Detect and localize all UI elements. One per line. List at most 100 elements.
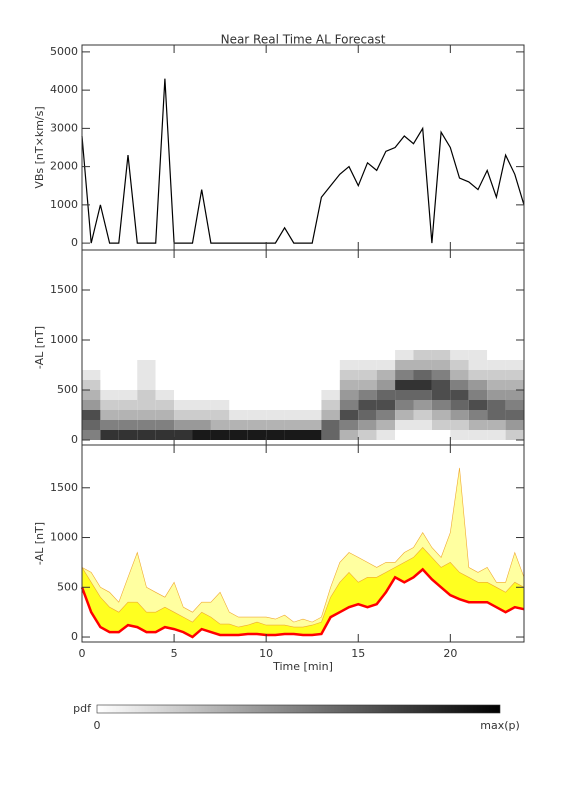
x-tick-label: 10: [259, 647, 273, 660]
heat-cell: [376, 360, 396, 370]
heat-cell: [284, 350, 303, 360]
heat-cell: [174, 360, 193, 370]
heat-cell: [266, 420, 285, 430]
heat-cell: [247, 420, 267, 430]
heat-cell: [137, 430, 156, 440]
heat-cell: [450, 360, 469, 370]
heat-cell: [468, 350, 488, 360]
colorbar-max: max(p): [480, 719, 520, 732]
heat-cell: [321, 380, 340, 390]
heat-cell: [505, 360, 524, 370]
heat-cell: [192, 390, 211, 400]
y-tick-label: 1500: [50, 481, 78, 494]
heat-cell: [431, 370, 451, 380]
heat-cell: [431, 400, 451, 410]
heat-cell: [339, 410, 359, 420]
y-tick-label: 0: [71, 630, 78, 643]
heat-cell: [155, 430, 175, 440]
heat-cell: [229, 420, 248, 430]
heat-cell: [155, 410, 175, 420]
heat-cell: [192, 350, 211, 360]
y-tick-label: 1000: [50, 198, 78, 211]
heat-cell: [82, 410, 101, 420]
y-tick-label: 0: [71, 433, 78, 446]
heat-cell: [155, 370, 175, 380]
heat-cell: [229, 370, 248, 380]
heat-cell: [358, 390, 377, 400]
heat-cell: [468, 380, 488, 390]
heat-cell: [505, 430, 524, 440]
heat-cell: [82, 430, 101, 440]
heat-cell: [358, 380, 377, 390]
heat-cell: [266, 400, 285, 410]
colorbar-label: pdf: [73, 702, 92, 715]
heat-cell: [100, 430, 119, 440]
heat-cell: [358, 350, 377, 360]
heat-cell: [82, 360, 101, 370]
x-tick-label: 15: [351, 647, 365, 660]
heat-cell: [100, 410, 119, 420]
heat-cell: [284, 430, 303, 440]
heat-cell: [468, 410, 488, 420]
heat-cell: [505, 410, 524, 420]
band-area: [81, 467, 525, 638]
median-line: [80, 567, 525, 639]
heat-cell: [321, 360, 340, 370]
heat-cell: [413, 430, 432, 440]
heat-cell: [100, 400, 119, 410]
heat-cell: [339, 350, 359, 360]
heat-cell: [487, 390, 506, 400]
heat-cell: [118, 350, 138, 360]
heat-cell: [450, 400, 469, 410]
heat-cell: [118, 420, 138, 430]
heat-cell: [155, 400, 175, 410]
x-tick-label: 20: [443, 647, 457, 660]
heat-cell: [174, 350, 193, 360]
x-axis-label: Time [min]: [272, 660, 333, 673]
heat-cell: [321, 390, 340, 400]
heat-cell: [450, 420, 469, 430]
heat-cell: [229, 400, 248, 410]
heat-cell: [137, 360, 156, 370]
heat-cell: [413, 380, 432, 390]
heat-cell: [118, 410, 138, 420]
heat-cell: [155, 390, 175, 400]
heat-cell: [137, 390, 156, 400]
panel: 0 500 1000 1500 -AL [nT]: [33, 249, 525, 446]
heat-cell: [118, 380, 138, 390]
y-tick-label: 500: [57, 383, 78, 396]
chart-title: Near Real Time AL Forecast: [221, 33, 386, 47]
x-tick-label: 0: [79, 647, 86, 660]
heat-cell: [284, 410, 303, 420]
heat-cell: [174, 380, 193, 390]
heat-cell: [321, 400, 340, 410]
axes-frame: [81, 44, 525, 251]
heat-cell: [413, 360, 432, 370]
heat-cell: [505, 380, 524, 390]
heat-cell: [321, 430, 340, 440]
heat-cell: [192, 410, 211, 420]
heat-cell: [266, 430, 285, 440]
heat-cell: [413, 350, 432, 360]
heat-cell: [284, 360, 303, 370]
heat-cell: [192, 370, 211, 380]
heat-cell: [450, 410, 469, 420]
heat-cell: [395, 350, 414, 360]
heat-cell: [247, 390, 267, 400]
heat-cell: [247, 380, 267, 390]
heat-cell: [431, 420, 451, 430]
heat-cell: [100, 370, 119, 380]
heat-cell: [210, 430, 230, 440]
y-tick-label: 1500: [50, 283, 78, 296]
heat-cell: [266, 370, 285, 380]
heat-cell: [376, 390, 396, 400]
heat-cell: [266, 350, 285, 360]
heat-cell: [247, 350, 267, 360]
colorbar: [96, 704, 501, 714]
heat-cell: [413, 370, 432, 380]
heat-cell: [210, 370, 230, 380]
heat-cell: [210, 400, 230, 410]
heat-cell: [100, 390, 119, 400]
heat-cell: [266, 360, 285, 370]
y-axis-label: -AL [nT]: [33, 522, 46, 565]
